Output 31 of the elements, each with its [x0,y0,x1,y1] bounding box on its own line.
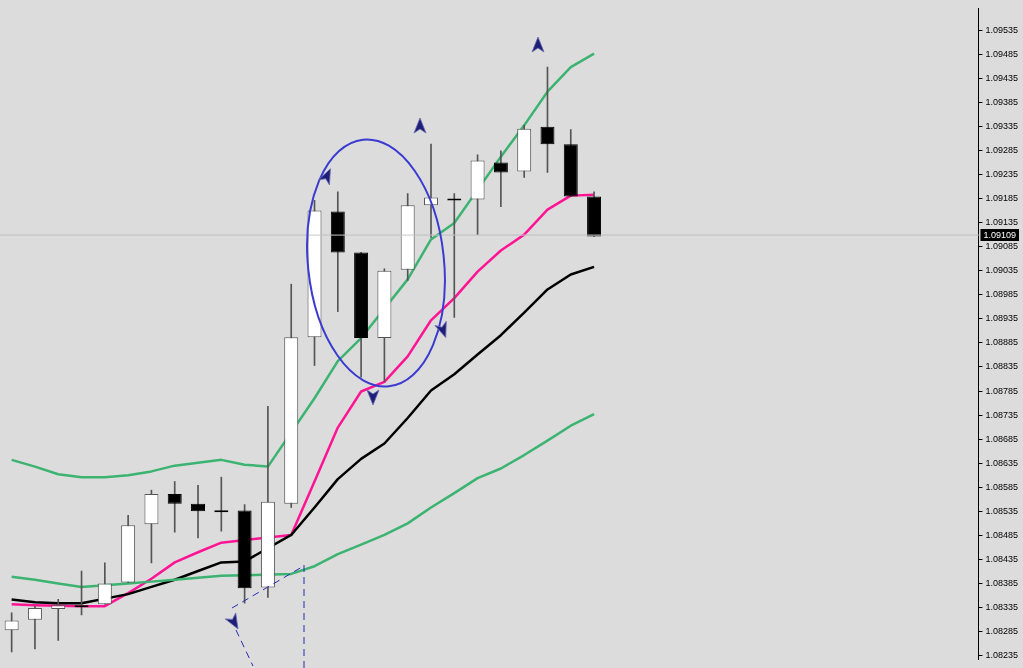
y-tick-label: 1.08385 [985,578,1019,589]
candlestick [493,150,508,208]
y-tick-label: 1.09085 [985,241,1019,252]
y-tick-label: 1.09385 [985,96,1019,107]
y-tick-label: 1.09435 [985,72,1019,83]
y-tick-label: 1.09485 [985,48,1019,59]
candlestick [51,599,66,641]
y-tick-label: 1.09535 [985,24,1019,35]
y-tick-label: 1.09335 [985,120,1019,131]
y-tick-label: 1.08585 [985,481,1019,492]
y-tick-label: 1.09285 [985,144,1019,155]
y-tick-label: 1.08735 [985,409,1019,420]
y-tick-label: 1.08235 [985,650,1019,661]
y-tick-label: 1.09185 [985,193,1019,203]
ref-line-label: 1.09109 [983,229,1017,240]
y-tick-label: 1.09235 [985,168,1019,179]
y-tick-label: 1.08285 [985,626,1019,637]
y-tick-label: 1.08335 [985,602,1019,613]
y-tick-label: 1.08435 [985,553,1019,564]
y-tick-label: 1.09035 [985,265,1019,276]
y-tick-label: 1.08935 [985,313,1019,324]
y-tick-label: 1.08835 [985,361,1019,372]
y-tick-label: 1.09135 [985,217,1019,228]
y-tick-label: 1.08985 [985,289,1019,300]
y-tick-label: 1.08535 [985,505,1019,516]
candlestick [167,481,182,533]
y-tick-label: 1.08885 [985,337,1019,348]
y-tick-label: 1.08785 [985,385,1019,396]
y-tick-label: 1.08485 [985,529,1019,540]
y-tick-label: 1.08635 [985,457,1019,468]
y-tick-label: 1.08685 [985,433,1019,444]
